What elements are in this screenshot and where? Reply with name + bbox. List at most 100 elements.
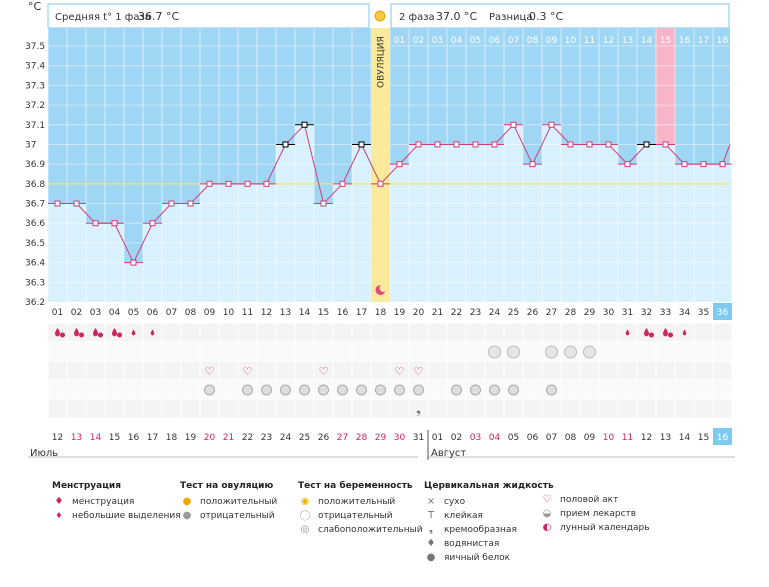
phase2-day-label: 12 [603,36,614,46]
date-label: 05 [508,433,519,443]
phase2-day-label: 17 [698,36,709,46]
indicator-cell [522,322,543,343]
phase2-day-label: 01 [394,36,405,46]
cycle-day-label: 12 [261,308,272,318]
indicator-cell [693,398,714,419]
date-label: 22 [242,433,253,443]
date-label: 18 [166,433,178,443]
moon-icon: ◐ [542,522,552,533]
indicator-cell [351,322,372,343]
indicator-cell [674,341,695,362]
temp-bar [504,124,523,303]
date-label: 02 [451,433,462,443]
cycle-day-label: 07 [166,308,177,318]
indicator-cell [85,341,106,362]
indicator-cell [313,341,334,362]
temp-point [206,180,213,187]
temp-point [529,161,536,168]
indicator-cell [503,398,524,419]
temp-point [168,200,175,207]
indicator-cell [636,360,657,381]
indicator-cell [332,398,353,419]
indicator-cell [674,360,695,381]
date-label: 26 [318,433,330,443]
date-label: 20 [204,433,216,443]
indicator-cell [446,398,467,419]
cycle-day-label: 04 [109,308,121,318]
temp-bar [48,203,67,302]
indicator-cell [180,398,201,419]
temp-bar [542,124,561,303]
indicator-cell [218,398,239,419]
date-label: 10 [603,433,615,443]
indicator-cell [560,379,581,400]
indicator-cell [503,360,524,381]
indicator-cell [275,341,296,362]
indicator-cell [47,360,68,381]
indicator-cell [484,322,505,343]
y-tick-label: 37.5 [25,42,45,52]
dry-icon: × [426,496,436,507]
phase2-day-label: 06 [489,36,501,46]
temp-bar [523,164,542,302]
pill-icon [356,384,367,396]
indicator-cell [104,379,125,400]
y-tick-label: 37 [25,140,36,150]
temp-point [605,141,612,148]
date-label: 24 [280,433,292,443]
date-label: 15 [698,433,709,443]
temp-point [434,141,441,148]
indicator-cell [123,360,144,381]
indicator-cell [674,379,695,400]
temp-point [111,220,118,227]
indicator-cell [370,322,391,343]
indicator-cell [712,322,733,343]
indicator-cell [218,379,239,400]
temp-point [263,180,270,187]
temp-point [282,141,289,148]
indicator-cell [655,341,676,362]
date-label: 12 [52,433,63,443]
legend-item: ● отрицательный [180,509,277,523]
indicator-cell [199,322,220,343]
cycle-day-label: 33 [660,308,671,318]
temp-point [377,180,384,187]
indicator-cell [332,322,353,343]
drop-small-icon [79,332,84,338]
indicator-cell [446,322,467,343]
pill-icon [261,384,272,396]
cycle-day-label: 28 [565,308,577,318]
temp-point [510,121,517,128]
indicator-cell [636,379,657,400]
date-label: 01 [432,433,443,443]
indicator-cell [712,398,733,419]
today-cell [713,303,732,320]
temp-bar [238,183,257,302]
indicator-cell [427,341,448,362]
legend-item: × сухо [424,495,554,509]
indicator-cell [275,398,296,419]
indicator-cell [427,322,448,343]
date-label: 11 [622,433,633,443]
temp-bar [181,203,200,302]
test-negative-icon [564,345,577,359]
date-label: 16 [717,433,729,443]
legend-item: ◎ слабоположительный [298,523,423,537]
temp-bar [314,203,333,302]
date-label: 30 [394,433,406,443]
phase2-value: 37.0 °C [436,10,477,23]
pill-icon: ◒ [542,508,552,519]
indicator-cell [541,360,562,381]
date-label: 27 [337,433,348,443]
cycle-day-label: 08 [185,308,197,318]
date-label: 21 [223,433,234,443]
indicator-cell [617,341,638,362]
indicator-cell [560,360,581,381]
heart-icon: ♡ [414,365,424,378]
indicator-cell [237,322,258,343]
indicator-cell [693,379,714,400]
cycle-day-label: 14 [299,308,311,318]
indicator-cell [199,341,220,362]
